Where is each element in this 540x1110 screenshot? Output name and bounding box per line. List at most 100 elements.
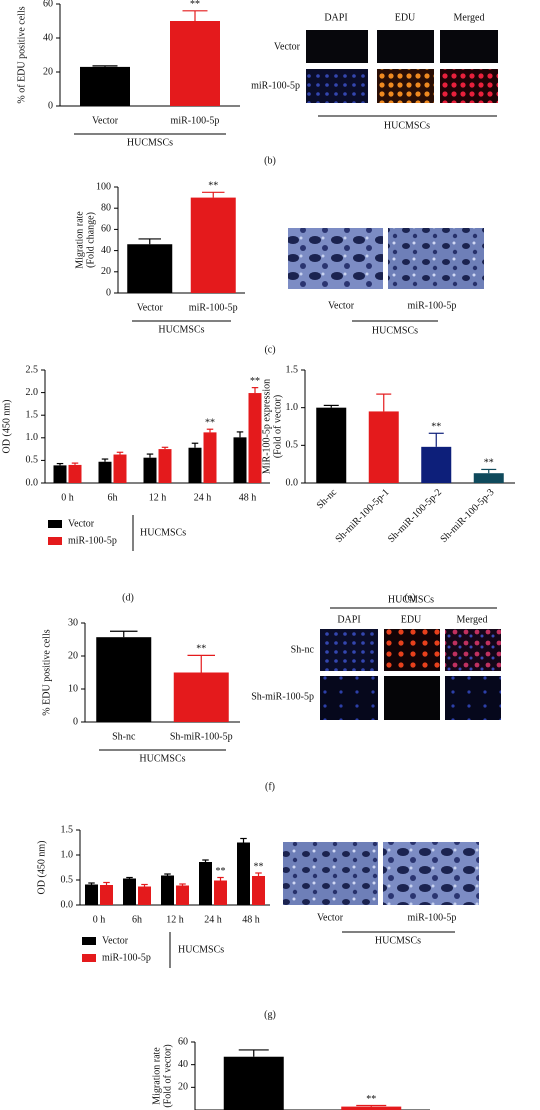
y-tick-label: 10 [68,683,78,694]
group-label: HUCMSCs [178,944,224,955]
column-label: Merged [457,614,488,625]
bar [188,447,202,483]
x-tick-label: Sh-miR-100-5p [170,731,233,742]
micrograph [440,69,498,103]
y-tick-label: 30 [68,617,78,628]
micrograph [320,629,378,671]
caption: (b) [264,155,276,166]
bar [473,473,504,483]
x-tick-label: miR-100-5p [171,115,220,126]
x-tick-label: Sh-miR-100-5p-3 [438,487,496,545]
x-tick-label: 48 h [242,914,260,925]
bar [341,1106,402,1110]
y-axis-label: Migration rate [151,1047,162,1105]
y-tick-label: 0 [106,287,111,298]
x-tick-label: 12 h [149,492,167,503]
x-tick-label: Vector [137,302,164,313]
bar [176,885,189,905]
panel-b-images: DAPI EDU Merged Vector miR-100-5p HUCMSC… [251,12,498,131]
column-label: DAPI [324,12,347,23]
caption: (f) [265,781,275,792]
bar [190,197,236,293]
y-tick-label: 0 [48,100,53,111]
column-label: EDU [401,614,422,625]
x-tick-label: Sh-miR-100-5p-2 [386,487,444,545]
bar [123,878,136,905]
y-tick-label: 0.0 [61,899,74,910]
image-label: Vector [328,300,355,311]
group-title: HUCMSCs [388,594,434,605]
y-axis-label: % of EDU positive cells [16,6,27,103]
group-label: HUCMSCs [375,935,421,946]
panel-c-images: Vector miR-100-5p HUCMSCs [288,228,484,336]
x-tick-label: Sh-miR-100-5p-1 [333,487,391,545]
micrograph [377,30,434,63]
x-tick-label: 24 h [194,492,212,503]
bar [143,457,157,483]
bar [85,884,98,905]
micrograph [288,228,383,289]
x-tick-label: 48 h [239,492,257,503]
caption: (d) [122,592,134,603]
bar [203,432,217,483]
y-axis-label: Migration rate [74,211,85,269]
y-axis-label: MiR-100-5p expression [261,379,272,474]
y-tick-label: 100 [96,181,111,192]
micrograph [388,228,484,289]
y-tick-label: 1.5 [61,824,74,835]
bar [233,437,247,483]
y-tick-label: 40 [178,1059,188,1070]
y-tick-label: 60 [43,0,53,9]
bar [161,875,174,905]
legend-label: Vector [102,935,129,946]
image-label: Vector [317,912,344,923]
y-axis-label: OD (450 nm) [1,400,12,454]
y-tick-label: 40 [43,32,53,43]
y-tick-label: 1.5 [286,364,299,375]
micrograph [377,69,434,103]
row-label: miR-100-5p [251,80,300,91]
bar [252,876,265,905]
y-axis-label: % EDU positive cells [41,629,52,715]
caption: (e) [404,592,415,603]
bar [199,862,212,905]
x-tick-label: miR-100-5p [189,302,238,313]
x-tick-label: 0 h [61,492,74,503]
bar [421,446,452,483]
significance: ** [431,422,441,433]
significance: ** [208,181,218,192]
bar [100,885,113,905]
bar [223,1056,284,1110]
bar [53,465,67,483]
group-label: HUCMSCs [384,120,430,131]
bar [316,407,347,483]
panel-f-images: HUCMSCs DAPI EDU Merged Sh-nc Sh-miR-100… [251,594,501,720]
y-tick-label: 0 [73,716,78,727]
image-label: miR-100-5p [408,912,457,923]
bar [214,880,227,905]
significance: ** [254,861,264,872]
micrograph [384,629,440,671]
bar [248,393,262,483]
row-label: Sh-nc [291,644,315,655]
column-label: EDU [395,12,416,23]
y-tick-label: 2.0 [26,387,39,398]
image-label: miR-100-5p [408,300,457,311]
micrograph [320,676,378,720]
significance: ** [216,866,226,877]
y-tick-label: 0.5 [26,455,39,466]
bar [68,464,82,483]
significance: ** [366,1094,376,1105]
bar [80,66,130,106]
group-label: HUCMSCs [139,753,185,764]
micrograph [306,69,368,103]
y-tick-label: 20 [178,1082,188,1093]
column-label: DAPI [337,614,360,625]
significance: ** [250,376,260,387]
y-axis-label: (Fold of vector) [272,395,283,458]
bar [127,244,173,293]
micrograph [283,842,378,905]
x-tick-label: 6h [108,492,118,503]
